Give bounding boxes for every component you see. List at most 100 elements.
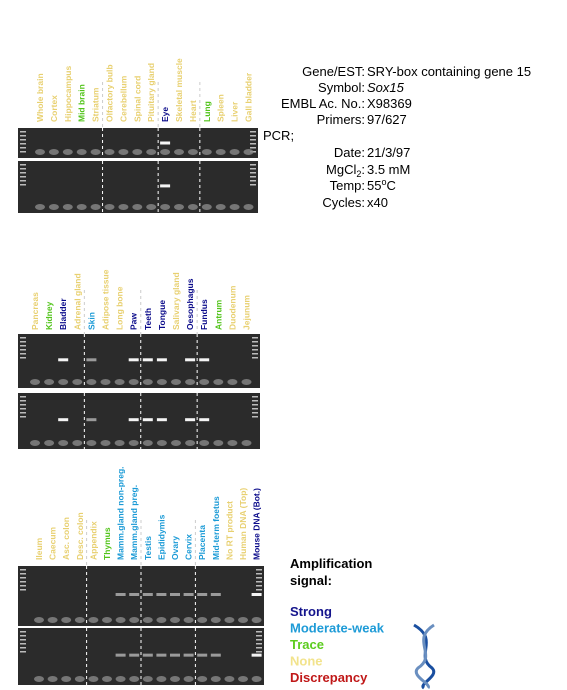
- primer-band: [224, 617, 235, 623]
- product-band: [160, 141, 171, 145]
- ladder-band: [250, 164, 256, 166]
- primer-band: [241, 440, 252, 446]
- primer-band: [227, 440, 238, 446]
- primer-band: [47, 676, 58, 682]
- info-value: 3.5 mM: [367, 162, 410, 177]
- lane-label: Teeth: [143, 308, 153, 330]
- lane-label: Spleen: [216, 94, 226, 122]
- product-band: [115, 653, 126, 657]
- info-unit: C: [386, 178, 395, 193]
- primer-band: [34, 617, 44, 623]
- info-block: Gene/EST: SRY-box containing gene 15 Sym…: [263, 64, 531, 210]
- ladder-band: [256, 585, 262, 587]
- primer-band: [86, 379, 97, 385]
- ladder-band: [20, 631, 26, 633]
- ladder-band: [250, 176, 256, 178]
- primer-band: [129, 676, 140, 682]
- lane-label: Liver: [230, 101, 240, 122]
- ladder-band: [252, 404, 258, 406]
- primer-band: [76, 149, 87, 155]
- primer-band: [213, 440, 224, 446]
- primer-band: [34, 676, 44, 682]
- lane-label: Lung: [202, 101, 212, 122]
- primer-band: [156, 379, 167, 385]
- primer-band: [201, 204, 212, 210]
- primer-band: [114, 379, 125, 385]
- info-label: Cycles:: [322, 195, 365, 210]
- primer-band: [114, 440, 125, 446]
- ladder-band: [250, 143, 256, 145]
- lane-label: Kidney: [44, 301, 54, 330]
- product-band: [160, 184, 171, 188]
- primer-band: [243, 204, 254, 210]
- primer-band: [146, 149, 157, 155]
- primer-band: [30, 440, 40, 446]
- product-band: [199, 358, 210, 362]
- info-label: Date:: [334, 145, 365, 160]
- info-label: EMBL Ac. No.:: [281, 96, 365, 111]
- primer-band: [44, 440, 55, 446]
- primer-band: [74, 617, 85, 623]
- ladder-band: [256, 651, 262, 653]
- lane-label: Duodenum: [227, 285, 237, 330]
- info-value: SRY-box containing gene 15: [367, 64, 531, 79]
- lane-label: Asc. colon: [61, 517, 71, 560]
- product-band: [86, 358, 97, 362]
- primer-band: [142, 617, 153, 623]
- ladder-band: [252, 412, 258, 414]
- ladder-band: [252, 337, 258, 339]
- ladder-band: [256, 577, 262, 579]
- product-band: [185, 358, 196, 362]
- primer-band: [146, 204, 157, 210]
- ladder-band: [20, 651, 26, 653]
- primer-band: [142, 440, 153, 446]
- product-band: [58, 358, 69, 362]
- product-band: [129, 593, 140, 596]
- product-band: [210, 653, 221, 657]
- lane-label: Skin: [86, 312, 96, 330]
- primer-band: [170, 676, 180, 682]
- ladder-band: [20, 337, 26, 339]
- ladder-band: [20, 151, 26, 153]
- ladder-band: [20, 341, 26, 343]
- primer-band: [238, 676, 248, 682]
- lane-label: Placenta: [197, 525, 207, 560]
- lane-label: Mamm.gland preg.: [129, 485, 139, 560]
- product-band: [197, 653, 208, 657]
- legend: Amplification signal: Strong Moderate-wea…: [290, 556, 385, 685]
- primer-band: [213, 379, 224, 385]
- primer-band: [224, 676, 235, 682]
- primer-band: [47, 617, 58, 623]
- lane-label: Striatum: [91, 87, 101, 122]
- info-value: 97/627: [367, 112, 407, 127]
- product-band: [86, 418, 97, 422]
- lane-label: Desc. colon: [75, 512, 85, 560]
- primer-band: [132, 204, 143, 210]
- ladder-band: [252, 353, 258, 355]
- primer-band: [156, 617, 167, 623]
- lane-label: Olfactory bulb: [105, 64, 115, 122]
- primer-band: [229, 204, 240, 210]
- primer-band: [115, 676, 126, 682]
- legend-item: None: [290, 654, 323, 669]
- primer-band: [118, 149, 129, 155]
- ladder-band: [252, 345, 258, 347]
- primer-band: [30, 379, 40, 385]
- primer-band: [44, 379, 55, 385]
- lane-label: Eye: [160, 107, 170, 122]
- primer-band: [174, 149, 184, 155]
- helix-strand: [414, 623, 435, 690]
- ladder-band: [256, 573, 262, 575]
- product-band: [142, 653, 153, 657]
- lane-label: Heart: [188, 100, 198, 122]
- primer-band: [171, 379, 181, 385]
- info-value: 21/3/97: [367, 145, 410, 160]
- lane-label: Adipose tissue: [101, 269, 111, 330]
- info-value-text: 55: [367, 178, 381, 193]
- ladder-band: [20, 180, 26, 182]
- legend-title: Amplification: [290, 556, 372, 571]
- lane-label: Thymus: [102, 527, 112, 560]
- ladder-band: [20, 643, 26, 645]
- primer-band: [215, 204, 226, 210]
